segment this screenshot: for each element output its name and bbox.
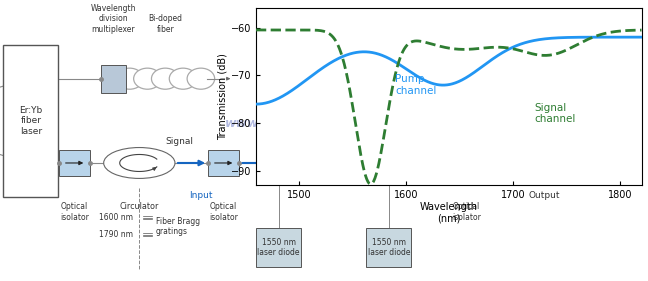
Text: Pump
channel: Pump channel [395, 74, 437, 96]
Text: Er:Yb
fiber
laser: Er:Yb fiber laser [19, 106, 42, 136]
Bar [451, 150, 482, 176]
Circle shape [104, 148, 175, 178]
Text: 1790 nm: 1790 nm [99, 230, 133, 239]
Ellipse shape [313, 154, 338, 172]
Text: Signal
channel: Signal channel [535, 103, 576, 124]
Bar [208, 150, 239, 176]
Ellipse shape [187, 68, 214, 89]
Bar [366, 228, 411, 267]
Ellipse shape [297, 154, 322, 172]
Bar [256, 228, 301, 267]
Text: 1550 nm
laser diode: 1550 nm laser diode [257, 237, 300, 257]
Text: Output: Output [529, 191, 560, 200]
Text: Input: Input [189, 191, 213, 200]
Text: Amplified
signal: Amplified signal [588, 124, 624, 143]
Ellipse shape [133, 68, 161, 89]
X-axis label: Wavelength
(nm): Wavelength (nm) [420, 202, 478, 223]
Ellipse shape [329, 154, 354, 172]
Y-axis label: Transmission (dB): Transmission (dB) [218, 53, 228, 140]
Bar [101, 65, 126, 93]
Text: Fiber Bragg
gratings: Fiber Bragg gratings [156, 216, 200, 236]
Bar [334, 149, 359, 177]
Text: Wavelength
division
multiplexer: Wavelength division multiplexer [91, 4, 136, 34]
Text: Wavelength
division multiplexer: Wavelength division multiplexer [280, 82, 355, 101]
Text: Circulator: Circulator [120, 202, 159, 211]
Bar [59, 150, 90, 176]
Bar [3, 45, 58, 197]
Text: 1550 nm
laser diode: 1550 nm laser diode [367, 237, 410, 257]
Text: www.boxtronics.com: www.boxtronics.com [225, 117, 371, 130]
Text: 1600 nm: 1600 nm [99, 213, 133, 222]
Text: Bi-doped
fiber: Bi-doped fiber [148, 14, 182, 34]
Text: Optical
isolator: Optical isolator [60, 202, 89, 222]
Ellipse shape [169, 68, 197, 89]
Ellipse shape [116, 68, 143, 89]
Bar [276, 149, 301, 177]
Text: Optical
isolator: Optical isolator [452, 202, 481, 222]
Ellipse shape [281, 154, 306, 172]
Text: Optical
isolator: Optical isolator [209, 202, 238, 222]
Text: Signal: Signal [165, 137, 194, 146]
Ellipse shape [152, 68, 179, 89]
